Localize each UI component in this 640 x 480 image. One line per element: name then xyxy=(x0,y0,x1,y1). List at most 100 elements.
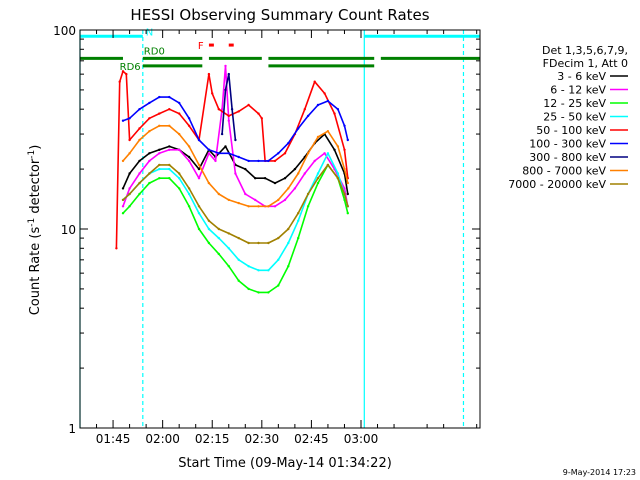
series-1-point-12 xyxy=(224,64,227,68)
series-3-point-11 xyxy=(227,247,230,250)
series-0-point-1 xyxy=(128,172,131,175)
series-8-point-24 xyxy=(346,205,349,208)
series-5-point-0 xyxy=(121,119,125,122)
y-tick-label-1: 10 xyxy=(61,223,76,237)
series-6-point-0 xyxy=(220,132,224,136)
series-8-point-13 xyxy=(247,241,250,245)
series-5-point-11 xyxy=(227,152,230,155)
series-7-point-4 xyxy=(158,124,161,128)
series-7-point-9 xyxy=(207,181,211,185)
series-3-point-9 xyxy=(207,227,211,231)
plot-area xyxy=(80,30,480,428)
series-4-point-10 xyxy=(187,124,191,128)
series-8-point-4 xyxy=(158,163,161,167)
flag-bar-label-rd0: RD0 xyxy=(144,46,165,57)
series-3-point-12 xyxy=(237,258,240,261)
series-7-point-14 xyxy=(257,205,260,208)
series-2-point-0 xyxy=(121,212,125,215)
legend-entry-label-6: 300 - 800 keV xyxy=(529,151,606,164)
series-2-point-6 xyxy=(178,187,181,190)
series-8-point-20 xyxy=(316,177,320,180)
y-tick-label-0: 1 xyxy=(68,422,76,436)
series-4-point-16 xyxy=(237,110,240,113)
series-5-point-22 xyxy=(336,108,340,111)
series-2-point-10 xyxy=(217,252,220,256)
legend: Det 1,3,5,6,7,9, FDecim 1, Att 0 3 - 6 k… xyxy=(508,44,628,191)
y-axis-label-mid: detector xyxy=(28,158,43,218)
y-tick-label-2: 100 xyxy=(53,24,76,38)
series-6-point-2 xyxy=(227,72,230,76)
series-8-point-21 xyxy=(326,163,330,167)
x-tick-label-5: 03:00 xyxy=(344,432,379,446)
series-0-point-18 xyxy=(293,167,297,171)
series-5-point-2 xyxy=(138,108,141,111)
series-6-point-3 xyxy=(230,108,234,111)
series-3-point-14 xyxy=(257,269,260,272)
series-7-point-5 xyxy=(168,124,171,128)
series-8-point-22 xyxy=(336,177,340,180)
series-2-point-16 xyxy=(277,284,280,287)
plot-background xyxy=(80,30,480,428)
series-5-point-4 xyxy=(158,95,161,99)
flag-bar-label-f: F xyxy=(198,41,204,52)
legend-entry-label-2: 12 - 25 keV xyxy=(543,97,606,110)
series-1-point-25 xyxy=(343,187,346,190)
series-5-point-17 xyxy=(287,142,290,145)
series-2-point-12 xyxy=(237,279,240,282)
series-1-point-1 xyxy=(128,187,131,190)
series-0-point-3 xyxy=(148,152,151,155)
series-7-point-22 xyxy=(336,145,340,148)
series-5-point-15 xyxy=(267,159,270,163)
series-4-point-7 xyxy=(158,112,161,115)
series-5-point-5 xyxy=(168,95,171,99)
series-1-point-22 xyxy=(313,159,316,163)
data-series xyxy=(115,64,349,294)
legend-entry-label-7: 800 - 7000 keV xyxy=(522,165,606,178)
series-7-point-0 xyxy=(121,159,125,163)
series-4-point-26 xyxy=(323,92,326,95)
series-2-point-17 xyxy=(287,265,290,268)
series-0-point-22 xyxy=(333,148,336,151)
series-7-point-10 xyxy=(217,192,220,196)
series-0-point-11 xyxy=(224,145,227,148)
flag-bar-label-rd6: RD6 xyxy=(120,62,141,73)
series-5-point-12 xyxy=(237,155,240,159)
series-4-point-12 xyxy=(207,72,211,76)
series-2-point-8 xyxy=(197,227,201,231)
series-8-point-10 xyxy=(217,227,220,231)
series-4-point-24 xyxy=(303,108,306,111)
series-8-point-11 xyxy=(227,232,230,235)
series-5-point-3 xyxy=(148,101,151,105)
series-8-point-12 xyxy=(237,236,240,240)
series-7-point-20 xyxy=(316,135,320,139)
y-axis-label-end: ) xyxy=(28,145,43,150)
series-5-point-6 xyxy=(178,101,181,105)
series-4-point-1 xyxy=(118,80,121,83)
series-0-point-0 xyxy=(121,187,125,190)
series-1-point-3 xyxy=(148,159,151,163)
series-7-point-19 xyxy=(306,152,310,155)
series-7-point-15 xyxy=(267,205,270,208)
series-8-point-3 xyxy=(148,172,151,175)
legend-entry-label-8: 7000 - 20000 keV xyxy=(508,178,606,191)
x-tick-label-0: 01:45 xyxy=(96,432,131,446)
axes: 1 10 100 01:45 02:00 02:15 02:30 02:45 03:00 xyxy=(53,24,481,446)
series-5-point-8 xyxy=(197,138,201,142)
series-3-point-15 xyxy=(267,269,270,272)
series-4-point-25 xyxy=(313,80,316,83)
x-axis-label: Start Time (09-May-14 01:34:22) xyxy=(178,456,392,471)
series-7-point-24 xyxy=(346,181,349,185)
legend-entry-label-4: 50 - 100 keV xyxy=(536,124,606,137)
series-1-point-11 xyxy=(220,108,224,111)
series-0-point-24 xyxy=(346,192,349,196)
series-4-point-18 xyxy=(257,112,260,115)
series-5-point-14 xyxy=(257,159,260,163)
series-4-point-4 xyxy=(128,138,131,142)
series-2-point-14 xyxy=(257,291,260,294)
series-1-point-7 xyxy=(187,159,191,163)
series-2-point-18 xyxy=(297,236,300,240)
series-7-point-23 xyxy=(343,167,346,171)
series-5-point-23 xyxy=(343,124,346,128)
